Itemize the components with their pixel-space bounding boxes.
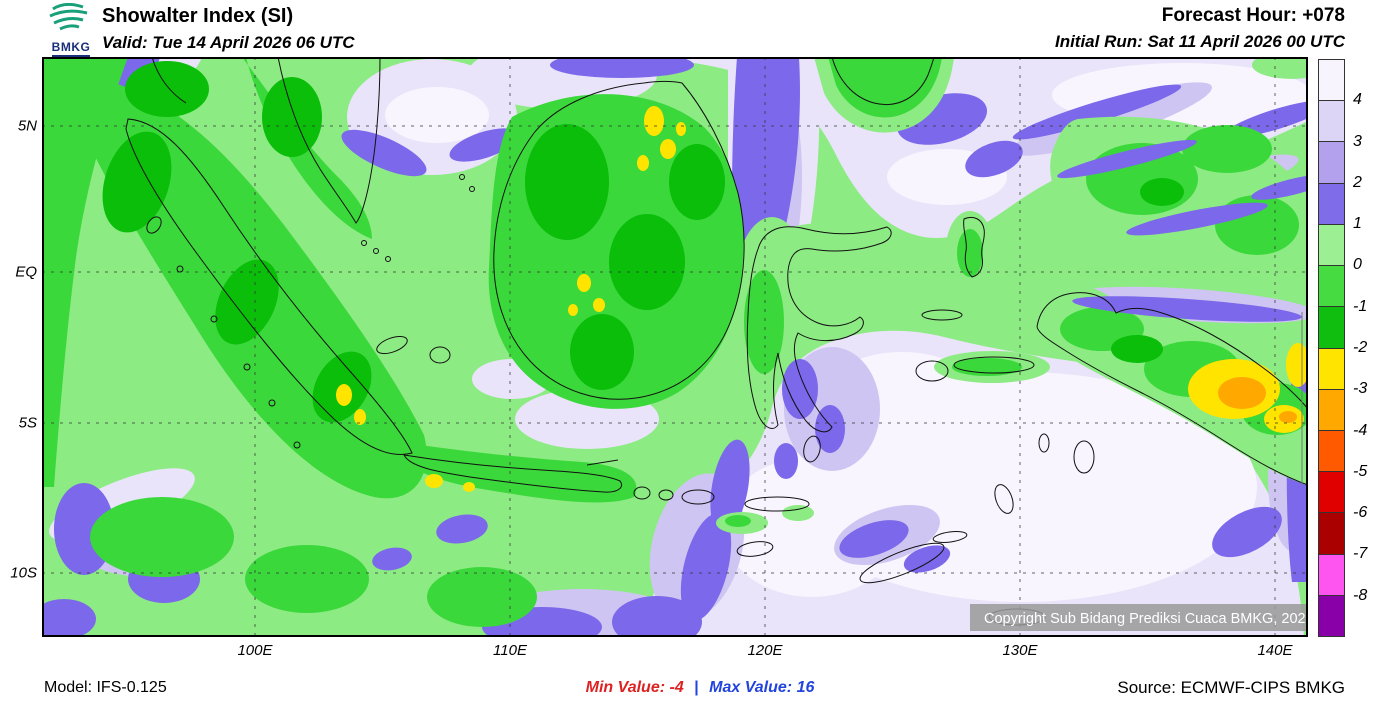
map-canvas: Copyright Sub Bidang Prediksi Cuaca BMKG… [42,57,1308,637]
bmkg-logo-icon [49,2,88,31]
initial-run-label: Initial Run: Sat 11 April 2026 00 UTC [1054,32,1345,51]
copyright-band [970,604,1308,631]
legend-label: -6 [1353,504,1368,522]
legend-label: 2 [1353,173,1362,191]
legend-swatch [1318,512,1345,555]
minmax-separator: | [694,679,699,696]
legend-label: -2 [1353,339,1368,356]
legend-label: -7 [1353,545,1368,563]
legend-swatch [1318,471,1345,514]
y-tick-5N: 5N [17,117,37,135]
bmkg-logo-text: BMKG [51,40,91,57]
legend-swatch [1318,141,1345,184]
y-tick-10S: 10S [10,564,37,582]
legend-label: -8 [1353,586,1368,604]
legend-swatch [1318,429,1345,473]
copyright-text: Copyright Sub Bidang Prediksi Cuaca BMKG… [984,611,1308,627]
x-tick-130E: 130E [1002,642,1038,659]
legend-label: -1 [1353,297,1368,315]
legend-label: 0 [1353,256,1362,274]
legend-label: -3 [1353,380,1368,398]
y-tick-5S: 5S [18,414,37,432]
min-value-label: Min Value: [585,679,666,696]
forecast-hour-label: Forecast Hour: +078 [1161,5,1345,26]
legend-labels: 4 3 2 1 0 -1 -2 -3 -4 -5 -6 -7 -8 [1353,59,1393,637]
legend-swatch [1318,388,1345,431]
legend-colorbar [1318,59,1345,638]
legend-swatch [1318,223,1345,267]
gridlines [42,57,1308,637]
x-tick-110E: 110E [493,642,527,659]
bmkg-logo: BMKG [44,2,98,57]
min-value: -4 [669,679,684,696]
legend-swatch [1318,265,1345,308]
legend-swatch [1318,594,1345,638]
model-label: Model: IFS-0.125 [44,679,167,696]
legend-swatch [1318,347,1345,390]
header-right: Forecast Hour: +078 Initial Run: Sat 11 … [1055,5,1345,52]
minmax-label: Min Value: -4 | Max Value: 16 [50,679,1350,697]
source-label: Source: ECMWF-CIPS BMKG [1117,678,1345,697]
y-tick-EQ: EQ [15,263,37,281]
page-title: Showalter Index (SI) [102,5,294,27]
legend-label: 4 [1353,91,1362,109]
max-value-label: Max Value: [709,679,793,696]
max-value: 16 [796,679,815,696]
legend-swatch [1318,182,1345,225]
legend-label: -5 [1353,462,1368,480]
map-frame: Copyright Sub Bidang Prediksi Cuaca BMKG… [42,57,1308,637]
legend-swatch [1318,306,1345,349]
legend-label: 3 [1353,132,1362,150]
valid-time-label: Valid: Tue 14 April 2026 06 UTC [102,33,355,52]
legend-swatch [1318,100,1345,143]
x-tick-100E: 100E [237,642,273,659]
coastlines [125,57,1308,626]
x-tick-140E: 140E [1257,642,1293,659]
legend-swatch [1318,553,1345,596]
header-left: Showalter Index (SI) Valid: Tue 14 April… [102,5,355,53]
legend-swatch [1318,59,1345,102]
legend-label: -4 [1353,421,1368,439]
x-tick-120E: 120E [747,642,783,659]
legend-label: 1 [1353,215,1362,233]
